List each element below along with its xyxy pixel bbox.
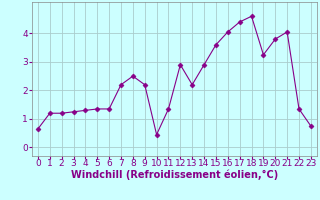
X-axis label: Windchill (Refroidissement éolien,°C): Windchill (Refroidissement éolien,°C) — [71, 169, 278, 180]
